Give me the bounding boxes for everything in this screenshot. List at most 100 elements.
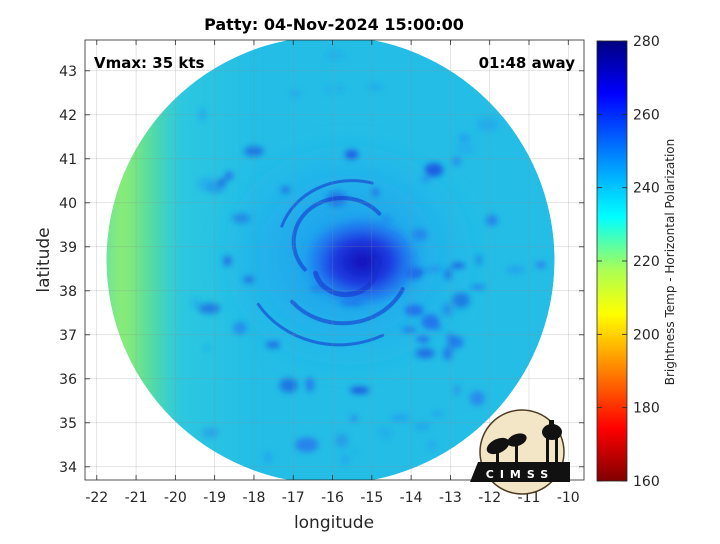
- colorbar-tick-label: 260: [633, 107, 660, 123]
- convective-cell: [295, 437, 319, 453]
- colorbar-tick-label: 220: [633, 254, 660, 270]
- convective-cell: [415, 348, 435, 359]
- y-tick-label: 36: [59, 372, 77, 388]
- chart-title: Patty: 04-Nov-2024 15:00:00: [204, 15, 464, 34]
- convective-cell: [344, 149, 359, 160]
- y-tick-label: 40: [59, 196, 77, 212]
- convective-cell: [335, 433, 349, 448]
- x-tick-label: -15: [360, 490, 383, 506]
- convective-cell: [469, 390, 485, 406]
- colorbar-ticks: 160 180 200 220 240 260 280: [597, 34, 660, 490]
- x-tick-label: -10: [557, 490, 580, 506]
- convective-cell: [198, 106, 207, 123]
- x-axis-label: longitude: [294, 513, 374, 533]
- convective-cell: [367, 83, 384, 90]
- convective-texture: [191, 50, 547, 466]
- convective-cell: [452, 292, 470, 309]
- y-tick-label: 42: [59, 108, 77, 124]
- spiral-band: [280, 179, 374, 228]
- convective-cell: [217, 177, 227, 186]
- storm-core: [300, 213, 425, 310]
- convective-cell: [470, 285, 487, 290]
- convective-cell: [433, 324, 442, 331]
- convective-cell: [339, 453, 350, 466]
- convective-cell: [416, 335, 430, 344]
- convective-cell: [476, 118, 500, 132]
- plot-frame: [84, 39, 585, 481]
- convective-cell: [232, 213, 251, 224]
- time-away-annotation: 01:48 away: [479, 54, 576, 72]
- convective-cell: [390, 414, 410, 422]
- y-tick-label: 35: [59, 416, 77, 432]
- convective-cell: [232, 321, 247, 335]
- colorbar-tick-label: 180: [633, 401, 660, 417]
- convective-cell: [457, 133, 471, 144]
- y-axis: 34 35 36 37 38 39 40 41 42 43: [59, 64, 584, 476]
- x-tick-label: -16: [321, 490, 344, 506]
- y-tick-label: 41: [59, 152, 77, 168]
- y-tick-label: 39: [59, 240, 77, 256]
- convective-cell: [447, 336, 464, 349]
- spiral-band: [291, 196, 382, 272]
- convective-cell: [371, 188, 379, 197]
- x-tick-label: -19: [203, 490, 226, 506]
- convective-cell: [265, 341, 281, 349]
- convective-cell: [476, 254, 483, 266]
- x-tick-label: -21: [125, 490, 148, 506]
- convective-cell: [289, 91, 302, 97]
- convective-cell: [441, 302, 453, 317]
- convective-cell: [442, 346, 453, 361]
- spiral-band: [313, 258, 379, 298]
- convective-cell: [485, 215, 498, 226]
- convective-cell: [201, 427, 219, 438]
- convective-cell: [324, 85, 331, 94]
- convective-cell: [430, 411, 444, 417]
- grid: [85, 40, 584, 480]
- convective-cell: [404, 304, 424, 316]
- x-axis: -22 -21 -20 -19 -18 -17 -16 -15 -14 -13 -12 -11 -10: [85, 40, 580, 506]
- convective-cell: [420, 177, 432, 182]
- x-tick-label: -12: [478, 490, 501, 506]
- convective-cell: [263, 451, 273, 464]
- convective-cell: [413, 422, 431, 431]
- colorbar-tick-label: 280: [633, 34, 660, 50]
- x-tick-label: -17: [282, 490, 305, 506]
- y-tick-label: 38: [59, 284, 77, 300]
- y-tick-label: 34: [59, 460, 77, 476]
- convective-cell: [305, 377, 315, 393]
- convective-cell: [224, 171, 234, 181]
- convective-cell: [426, 440, 437, 451]
- vmax-annotation: Vmax: 35 kts: [94, 54, 204, 72]
- y-axis-label: latitude: [34, 227, 54, 292]
- convective-cell: [535, 261, 547, 269]
- convective-cell: [335, 83, 346, 94]
- convective-cell: [378, 426, 393, 440]
- convective-cell: [401, 327, 417, 333]
- x-tick-label: -18: [243, 490, 266, 506]
- convective-cell: [196, 176, 217, 192]
- convective-cell: [222, 255, 232, 267]
- convective-cell: [349, 414, 359, 422]
- x-tick-label: -13: [439, 490, 462, 506]
- spiral-band: [290, 287, 405, 326]
- x-tick-label: -14: [400, 490, 423, 506]
- spiral-bands: [256, 179, 405, 347]
- convective-cell: [351, 449, 359, 455]
- convective-cell: [198, 303, 221, 314]
- convective-cell: [243, 146, 264, 157]
- convective-cell: [453, 384, 461, 396]
- colorbar-label: Brightness Temp - Horizontal Polarizatio…: [663, 139, 677, 386]
- convective-cell: [444, 268, 452, 281]
- colorbar-tick-label: 240: [633, 181, 660, 197]
- convective-cell: [349, 386, 370, 394]
- x-tick-label: -20: [164, 490, 187, 506]
- spiral-band: [256, 302, 385, 347]
- convective-cell: [191, 296, 202, 310]
- convective-cell: [451, 263, 466, 269]
- convective-cell: [280, 186, 290, 194]
- plot-area: [85, 40, 584, 480]
- y-tick-label: 43: [59, 64, 77, 80]
- cimss-logo: CIMSS: [470, 409, 570, 495]
- convective-cell: [424, 163, 444, 177]
